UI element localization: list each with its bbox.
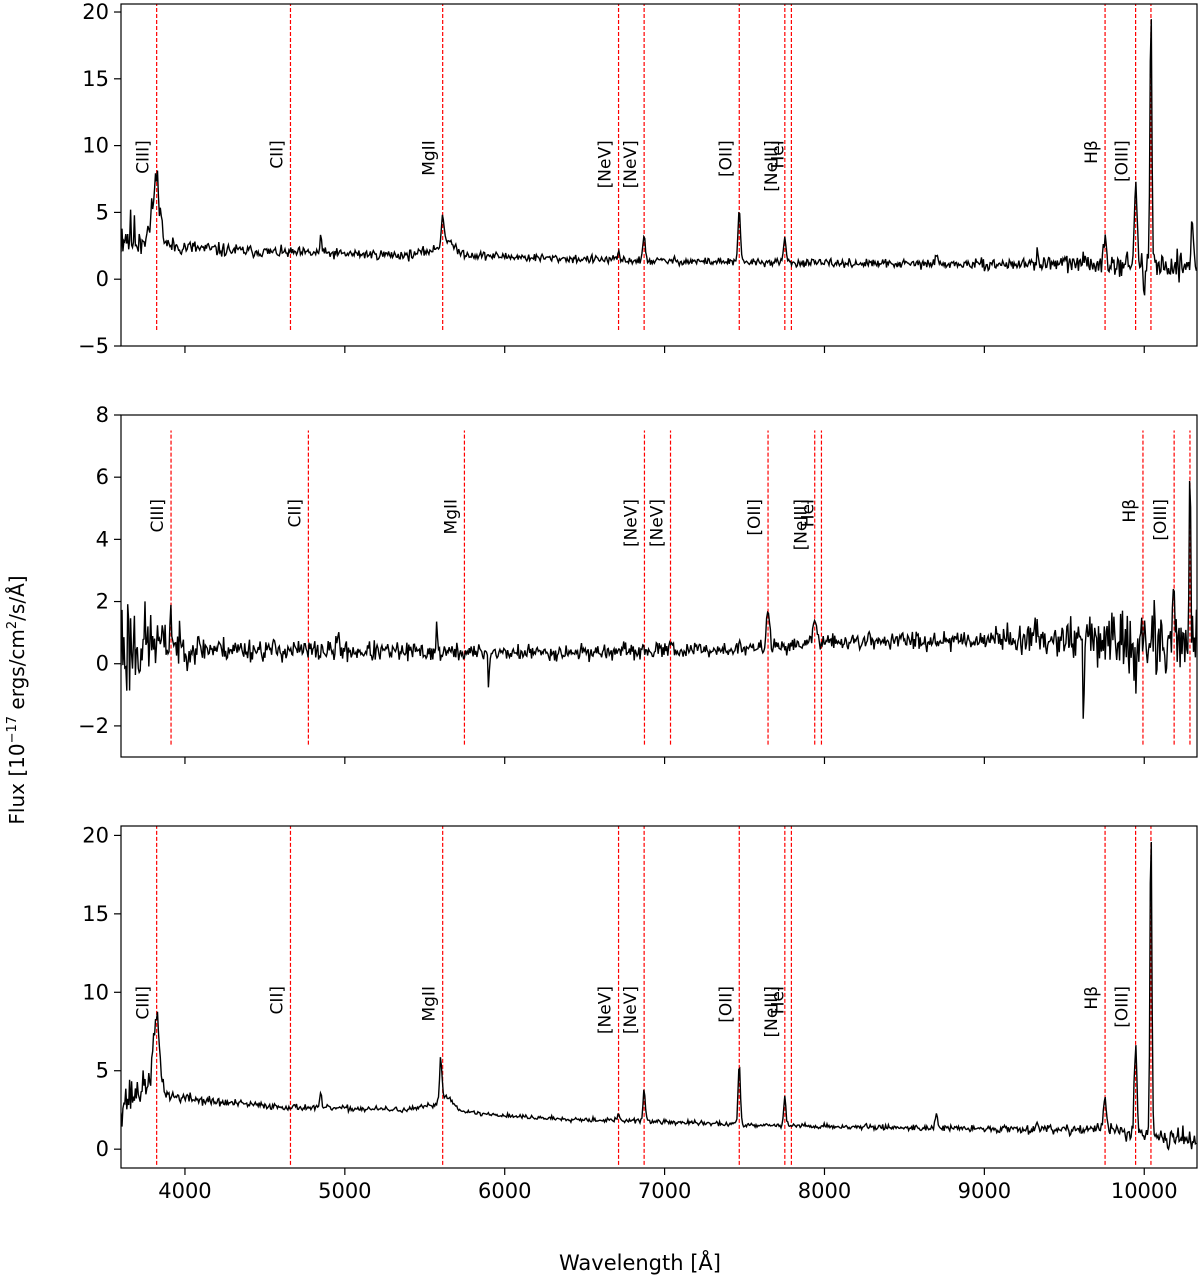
line-label: MgII — [441, 499, 461, 534]
line-label: HeI — [768, 140, 788, 168]
spectrum-line — [121, 19, 1197, 296]
line-label: [NeIII] — [792, 499, 812, 550]
x-tick-label: 5000 — [318, 1179, 371, 1203]
line-label: CII] — [267, 986, 287, 1015]
line-label: [NeV] — [621, 140, 641, 188]
line-label: CIII] — [134, 986, 154, 1020]
line-label: [NeV] — [596, 140, 616, 188]
y-tick-label: −5 — [78, 334, 109, 358]
axes-frame — [120, 825, 1198, 1169]
x-tick-label: 8000 — [798, 1179, 851, 1203]
line-label: Hβ — [1082, 140, 1102, 164]
line-label: Hβ — [1082, 986, 1102, 1010]
y-tick-label: 20 — [82, 823, 109, 847]
spectrum-line — [121, 841, 1197, 1151]
y-tick-label: 4 — [96, 527, 109, 551]
line-label: Hβ — [1120, 499, 1140, 523]
axes-frame — [120, 414, 1198, 758]
line-label: MgII — [420, 986, 440, 1022]
line-label: HeI — [768, 986, 788, 1014]
line-label: HeI — [798, 499, 818, 527]
y-tick-label: 15 — [82, 902, 109, 926]
y-tick-label: 0 — [96, 267, 109, 291]
x-tick-label: 7000 — [638, 1179, 691, 1203]
spectrum-line — [121, 480, 1197, 719]
panel-middle: CIII] CII] MgII [NeV] [NeV] [OII] [NeIII]HeI Hβ… — [78, 403, 1198, 764]
y-tick-label: 0 — [96, 1137, 109, 1161]
spectrum-panels: CIII] CII] MgII [NeV] [NeV] [OII] [NeIII]HeI Hβ… — [78, 0, 1198, 1203]
line-label: MgII — [420, 140, 440, 176]
line-label: [NeV] — [648, 499, 668, 547]
panel-top: CIII] CII] MgII [NeV] [NeV] [OII] [NeIII]HeI Hβ… — [78, 0, 1198, 358]
y-tick-label: −2 — [78, 714, 109, 738]
line-label: CII] — [285, 499, 305, 528]
x-tick-label: 9000 — [958, 1179, 1011, 1203]
line-label: [OIII] — [1113, 140, 1133, 182]
line-label: CIII] — [148, 499, 168, 533]
y-tick-label: 15 — [82, 67, 109, 91]
y-tick-label: 0 — [96, 652, 109, 676]
line-label: [NeV] — [596, 986, 616, 1034]
line-label: CIII] — [134, 140, 154, 174]
axes-frame — [120, 3, 1198, 347]
line-label: [OII] — [716, 986, 736, 1023]
line-label: [OII] — [745, 499, 765, 536]
line-label: [OII] — [716, 140, 736, 177]
panel-bottom: CIII] CII] MgII [NeV] [NeV] [OII] [NeIII]HeI Hβ… — [82, 823, 1198, 1203]
line-label: [NeIII] — [762, 140, 782, 191]
y-tick-label: 5 — [96, 1059, 109, 1083]
line-label: [NeV] — [621, 499, 641, 547]
y-tick-label: 2 — [96, 590, 109, 614]
y-tick-label: 5 — [96, 200, 109, 224]
x-tick-label: 10000 — [1111, 1179, 1178, 1203]
line-label: CII] — [267, 140, 287, 169]
line-label: [OIII] — [1151, 499, 1171, 541]
y-tick-label: 10 — [82, 134, 109, 158]
x-tick-label: 4000 — [158, 1179, 211, 1203]
y-tick-label: 10 — [82, 980, 109, 1004]
y-tick-label: 6 — [96, 465, 109, 489]
y-tick-label: 20 — [82, 0, 109, 24]
line-label: [NeIII] — [762, 986, 782, 1037]
line-label: [OIII] — [1113, 986, 1133, 1028]
y-axis-label: Flux [10−17 ergs/cm2/s/Å] — [5, 575, 29, 824]
x-axis-label: Wavelength [Å] — [559, 1249, 721, 1275]
line-label: [NeV] — [621, 986, 641, 1034]
y-tick-label: 8 — [96, 403, 109, 427]
x-tick-label: 6000 — [478, 1179, 531, 1203]
